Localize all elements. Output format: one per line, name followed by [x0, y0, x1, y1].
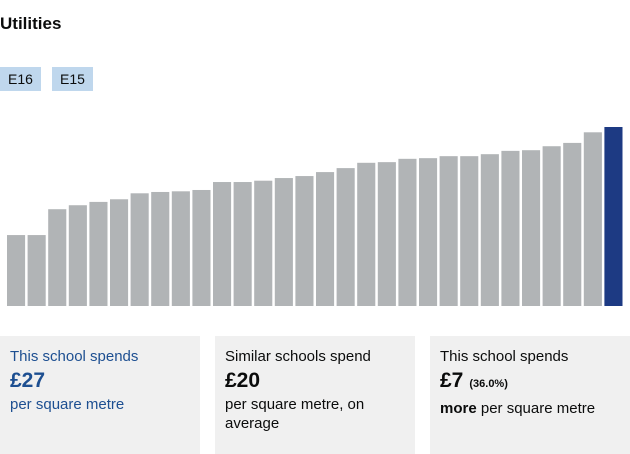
bar	[357, 162, 376, 306]
section-title: Utilities	[0, 14, 62, 33]
card-unit: per square metre	[10, 396, 125, 413]
bar	[110, 199, 129, 306]
bar	[398, 158, 417, 306]
bar	[419, 158, 438, 306]
bar	[439, 156, 458, 306]
bar	[542, 146, 561, 306]
card-heading: This school spends	[440, 348, 569, 365]
bar	[171, 191, 190, 306]
bar	[7, 235, 26, 306]
tab[interactable]: E15	[52, 67, 93, 91]
bar	[151, 191, 170, 306]
chart	[7, 127, 623, 306]
card: This school spends £27 per square metre	[0, 336, 200, 454]
bar	[274, 178, 293, 306]
bar	[89, 201, 108, 306]
bar	[501, 150, 520, 306]
bar	[336, 168, 355, 306]
bar	[213, 182, 232, 306]
card-unit: per square metre, on average	[225, 396, 365, 432]
bar	[68, 205, 87, 306]
bar	[377, 162, 396, 306]
amount-note: (36.0%)	[469, 378, 508, 390]
bar	[316, 172, 335, 306]
bar	[27, 235, 46, 306]
card-amount: £27	[10, 369, 46, 392]
card-unit-line: more per square metre	[440, 399, 630, 418]
card-unit: per square metre	[480, 400, 596, 417]
bar	[583, 132, 602, 306]
amount-value: £7	[440, 369, 464, 392]
page: Utilities E16 E15 This school spends £27…	[0, 14, 630, 454]
bar	[604, 127, 623, 306]
card-heading: This school spends	[10, 348, 139, 365]
bar	[192, 189, 211, 306]
bar	[563, 142, 582, 306]
card: Similar schools spend £20 per square met…	[215, 336, 415, 454]
bar	[254, 180, 273, 306]
bar	[295, 176, 314, 306]
card-amount: £7 (36.0%)	[440, 366, 630, 399]
bar	[233, 182, 252, 306]
bar	[48, 209, 67, 306]
card-amount: £20	[225, 369, 261, 392]
tab[interactable]: E16	[0, 67, 41, 91]
bar	[130, 193, 149, 306]
bar	[460, 156, 479, 306]
card-emphasis: more	[440, 400, 477, 417]
card-heading: Similar schools spend	[225, 348, 371, 365]
card: This school spends £7 (36.0%) more per sq…	[430, 336, 630, 454]
bar	[480, 154, 499, 306]
bar	[522, 150, 541, 306]
